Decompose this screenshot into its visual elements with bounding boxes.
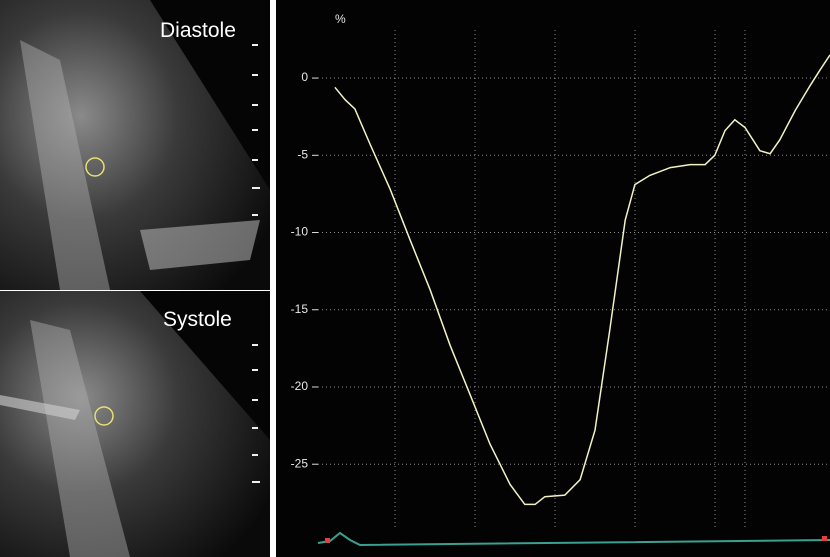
y-tick-label: -5 <box>297 147 308 161</box>
image-label: Diastole <box>160 19 236 42</box>
image-label: Systole <box>163 308 232 331</box>
y-axis-label: % <box>335 12 346 26</box>
y-tick-label: -15 <box>291 302 309 316</box>
y-tick-label: -20 <box>291 379 309 393</box>
chart-panel <box>276 0 830 557</box>
screenshot: Diastole Systole % 0 -5 -10 -15 -20 -25 <box>0 0 830 557</box>
y-tick-label: -10 <box>291 225 309 239</box>
y-tick-label: -25 <box>291 456 309 470</box>
y-tick-label: 0 <box>301 70 308 84</box>
echo-diastole <box>0 0 270 290</box>
